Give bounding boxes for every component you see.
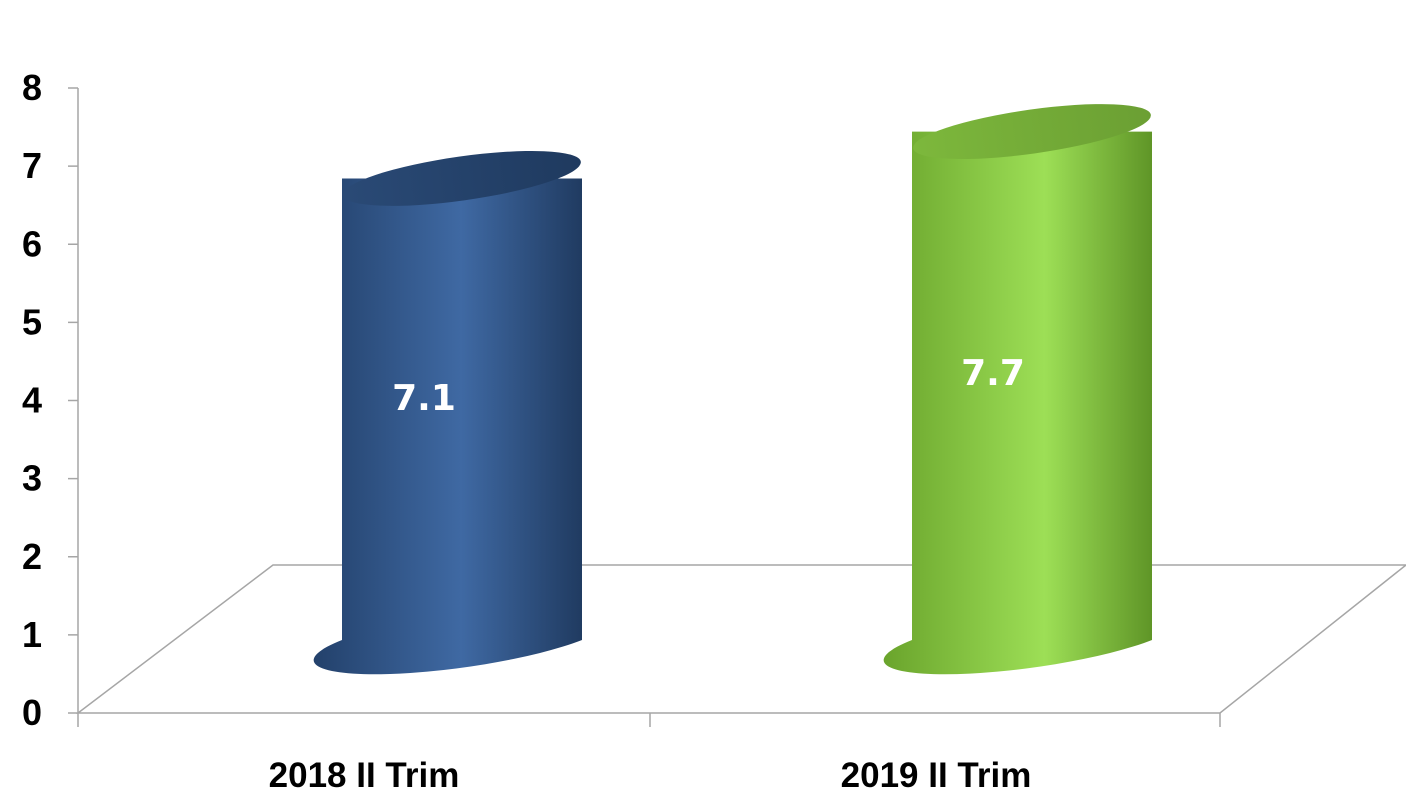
y-tick-label: 7 <box>22 145 42 186</box>
bar-top <box>913 104 1151 160</box>
bars <box>313 104 1152 675</box>
axes: 0 1 2 3 4 5 6 7 8 <box>22 67 1406 733</box>
x-category-label: 2018 II Trim <box>269 756 460 795</box>
bar-body <box>883 131 1152 675</box>
bar-0 <box>313 150 582 675</box>
y-tick-label: 6 <box>22 223 42 264</box>
floor-plane <box>75 564 1406 714</box>
data-label: 7.7 <box>961 353 1025 394</box>
y-tick-label: 2 <box>22 536 42 577</box>
bar-top <box>343 150 581 206</box>
bar-body <box>313 178 582 675</box>
labels: 7.1 7.7 2018 II Trim 2019 II Trim <box>269 353 1032 795</box>
data-label: 7.1 <box>392 378 456 419</box>
bar-1 <box>883 104 1152 675</box>
y-tick-label: 4 <box>22 380 42 421</box>
y-tick-label: 0 <box>22 692 42 733</box>
y-tick-label: 1 <box>22 614 42 655</box>
y-tick-label: 8 <box>22 67 42 108</box>
y-tick-label: 3 <box>22 458 42 499</box>
y-tick-label: 5 <box>22 301 42 342</box>
x-category-label: 2019 II Trim <box>841 756 1032 795</box>
